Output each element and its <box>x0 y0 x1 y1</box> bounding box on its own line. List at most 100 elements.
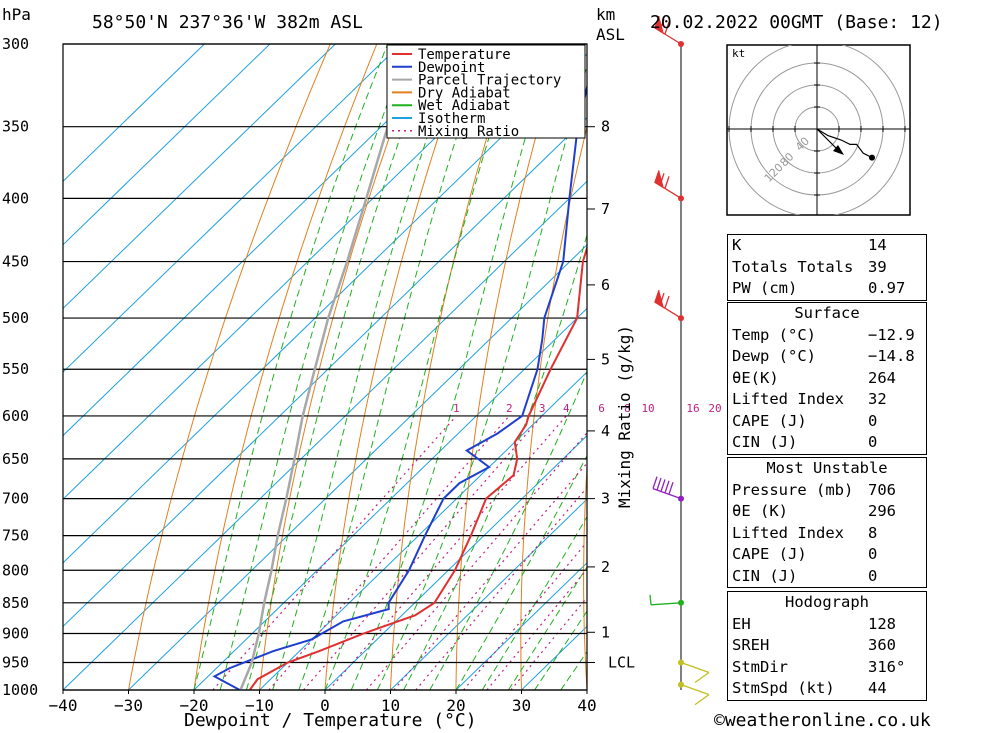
index-value: 0 <box>868 433 878 451</box>
isotherm-line <box>63 44 336 310</box>
pressure-tick-label: 450 <box>2 253 29 271</box>
indices-panel-hodograph: Hodograph EH 128 SREH 360 StmDir 316° StmSpd (… <box>727 591 927 701</box>
wind-barb <box>680 683 710 706</box>
dry-adiabat-line <box>644 44 701 690</box>
wet-adiabat-line <box>481 515 587 690</box>
isotherm-line <box>63 44 271 246</box>
storm-motion-arrowhead <box>833 145 844 155</box>
dry-adiabat-line <box>455 44 563 690</box>
index-row: StmSpd (kt) 44 <box>728 678 926 700</box>
index-value: 44 <box>868 679 887 697</box>
isotherm-line <box>63 44 205 182</box>
wet-adiabat-line <box>350 44 555 690</box>
dewpoint-line <box>212 83 587 690</box>
index-row: Totals Totals 39 <box>728 257 926 279</box>
wind-barb <box>652 476 682 500</box>
index-value: 296 <box>868 502 896 520</box>
index-value: 706 <box>868 480 896 499</box>
x-tick-label: −20 <box>180 696 209 715</box>
mixing-ratio-line <box>328 415 567 690</box>
isotherm-line <box>63 180 587 690</box>
index-label: CAPE (J) <box>732 545 807 563</box>
index-label: Lifted Index <box>732 523 844 542</box>
height-unit-asl: ASL <box>596 25 625 44</box>
index-label: SREH <box>732 636 770 654</box>
dry-adiabat-line <box>923 44 980 690</box>
mixing-ratio-line <box>268 415 510 690</box>
pressure-grid <box>63 43 587 691</box>
wind-barb <box>654 289 682 319</box>
isotherm-line <box>63 44 402 373</box>
legend-label: Mixing Ratio <box>418 124 519 140</box>
wind-barb <box>654 170 682 199</box>
pressure-tick-label: 900 <box>2 624 29 642</box>
x-axis-title: Dewpoint / Temperature (°C) <box>184 710 477 731</box>
index-label: Pressure (mb) <box>732 480 854 499</box>
mixing-ratio-line <box>486 568 587 690</box>
index-value: −14.8 <box>868 347 915 365</box>
index-label: CAPE (J) <box>732 411 807 430</box>
index-row: SREH 360 <box>728 635 926 657</box>
credit-text: ©weatheronline.co.uk <box>714 710 931 731</box>
index-row: CAPE (J) 0 <box>728 411 926 433</box>
most-unstable-title: Most Unstable <box>766 459 888 477</box>
index-label: Totals Totals <box>732 257 854 276</box>
index-value: 0 <box>868 566 878 585</box>
index-value: 0.97 <box>868 279 906 297</box>
index-row: Dewp (°C) −14.8 <box>728 346 926 368</box>
mixing-ratio-line <box>463 541 587 690</box>
mixing-ratio-line <box>212 415 457 690</box>
dry-adiabat-line <box>259 44 424 690</box>
mixing-ratio-label: 4 <box>563 402 570 415</box>
index-label: StmSpd (kt) <box>732 679 835 697</box>
pressure-tick-label: 350 <box>2 118 29 136</box>
pressure-tick-label: 500 <box>2 309 29 327</box>
x-tick-label: −10 <box>245 696 274 715</box>
km-tick-label: 5 <box>601 350 610 368</box>
x-tick-label: 40 <box>577 696 596 715</box>
index-row: StmDir 316° <box>728 657 926 679</box>
wet-adiabat-line <box>376 64 587 690</box>
axis-labels: 3003504004505005506006507007508008509009… <box>2 35 744 715</box>
isotherm-line <box>259 371 587 690</box>
index-row: CIN (J) 0 <box>728 566 926 588</box>
mixing-ratio-label: 20 <box>708 402 721 415</box>
isotherm-line <box>324 434 587 690</box>
index-value: 264 <box>868 368 896 387</box>
index-row: CIN (J) 0 <box>728 432 926 454</box>
index-row: EH 128 <box>728 614 926 636</box>
km-tick-label: 3 <box>601 490 610 508</box>
mixing-ratio-label: 1 <box>453 402 460 415</box>
index-label: θE(K) <box>732 368 779 387</box>
index-value: 8 <box>868 523 878 542</box>
isotherm-line <box>390 498 587 690</box>
pressure-tick-label: 1000 <box>2 681 38 699</box>
index-label: Dewp (°C) <box>732 347 816 365</box>
index-value: 0 <box>868 545 878 563</box>
index-label: Temp (°C) <box>732 325 816 344</box>
index-value: 316° <box>868 657 906 676</box>
mixing-ratio-label: 10 <box>641 402 654 415</box>
surface-title: Surface <box>794 304 860 322</box>
hodograph-unit: kt <box>732 47 745 60</box>
mixing-ratio-axis-title: Mixing Ratio (g/kg) <box>615 325 634 508</box>
index-row: Temp (°C) −12.9 <box>728 325 926 347</box>
hodograph-title: Hodograph <box>785 593 869 611</box>
indices-panel-most-unstable: Most Unstable Pressure (mb) 706 θE (K) 296 L… <box>727 457 927 588</box>
datetime-label: 20.02.2022 00GMT (Base: 12) <box>650 12 943 33</box>
mixing-ratio-line <box>303 415 543 690</box>
isotherm-line <box>63 53 587 564</box>
plot-frame <box>62 43 588 691</box>
dry-adiabat-line <box>128 44 331 690</box>
dry-adiabat-line <box>974 44 1000 690</box>
pressure-tick-label: 550 <box>2 360 29 378</box>
wind-profile <box>649 15 710 706</box>
wet-adiabat-line <box>507 566 587 690</box>
x-tick-label: 20 <box>446 696 465 715</box>
index-row: Lifted Index 32 <box>728 389 926 411</box>
index-value: 32 <box>868 390 887 408</box>
x-tick-label: 10 <box>381 696 400 715</box>
